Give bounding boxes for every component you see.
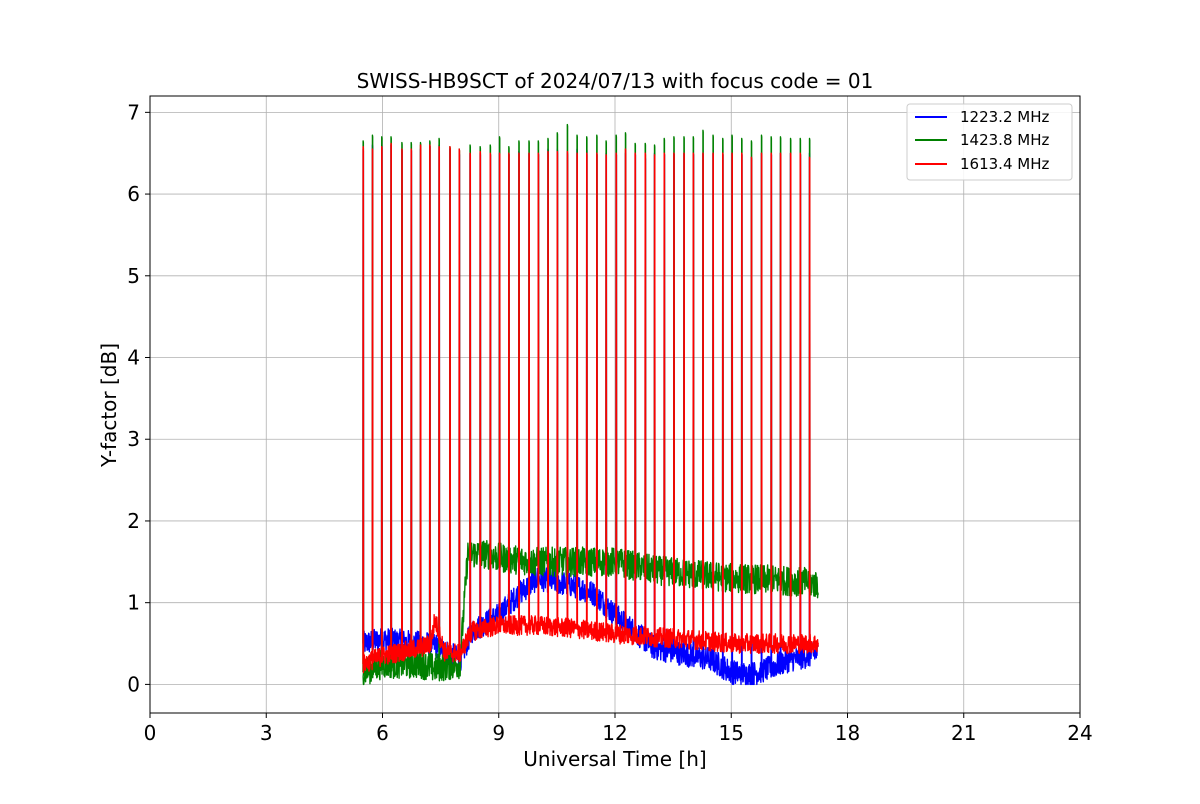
- x-tick-label: 24: [1067, 721, 1092, 745]
- series-line-1423: [362, 123, 819, 686]
- legend: 1223.2 MHz 1423.8 MHz 1613.4 MHz: [906, 103, 1073, 181]
- x-tick-label: 15: [719, 721, 744, 745]
- x-tick-label: 3: [260, 721, 273, 745]
- series-line-1613: [362, 142, 819, 674]
- y-tick-label: 1: [127, 591, 140, 615]
- x-axis-label: Universal Time [h]: [523, 747, 706, 771]
- x-tick-label: 0: [144, 721, 157, 745]
- y-tick-label: 2: [127, 509, 140, 533]
- x-tick-label: 9: [492, 721, 505, 745]
- legend-label-1223: 1223.2 MHz: [960, 108, 1049, 126]
- series-layer: [362, 123, 819, 686]
- x-tick-label: 18: [835, 721, 860, 745]
- y-tick-label: 4: [127, 346, 140, 370]
- x-tick-label: 12: [602, 721, 627, 745]
- y-tick-label: 0: [127, 672, 140, 696]
- x-tick-label: 21: [951, 721, 976, 745]
- chart-title: SWISS-HB9SCT of 2024/07/13 with focus co…: [357, 69, 874, 93]
- y-tick-label: 3: [127, 427, 140, 451]
- x-tick-label: 6: [376, 721, 389, 745]
- y-tick-label: 7: [127, 100, 140, 124]
- y-tick-label: 5: [127, 264, 140, 288]
- y-tick-label: 6: [127, 182, 140, 206]
- legend-label-1423: 1423.8 MHz: [960, 131, 1049, 149]
- legend-label-1613: 1613.4 MHz: [960, 155, 1049, 173]
- y-axis-label: Y-factor [dB]: [97, 343, 121, 468]
- legend-box: [906, 103, 1073, 181]
